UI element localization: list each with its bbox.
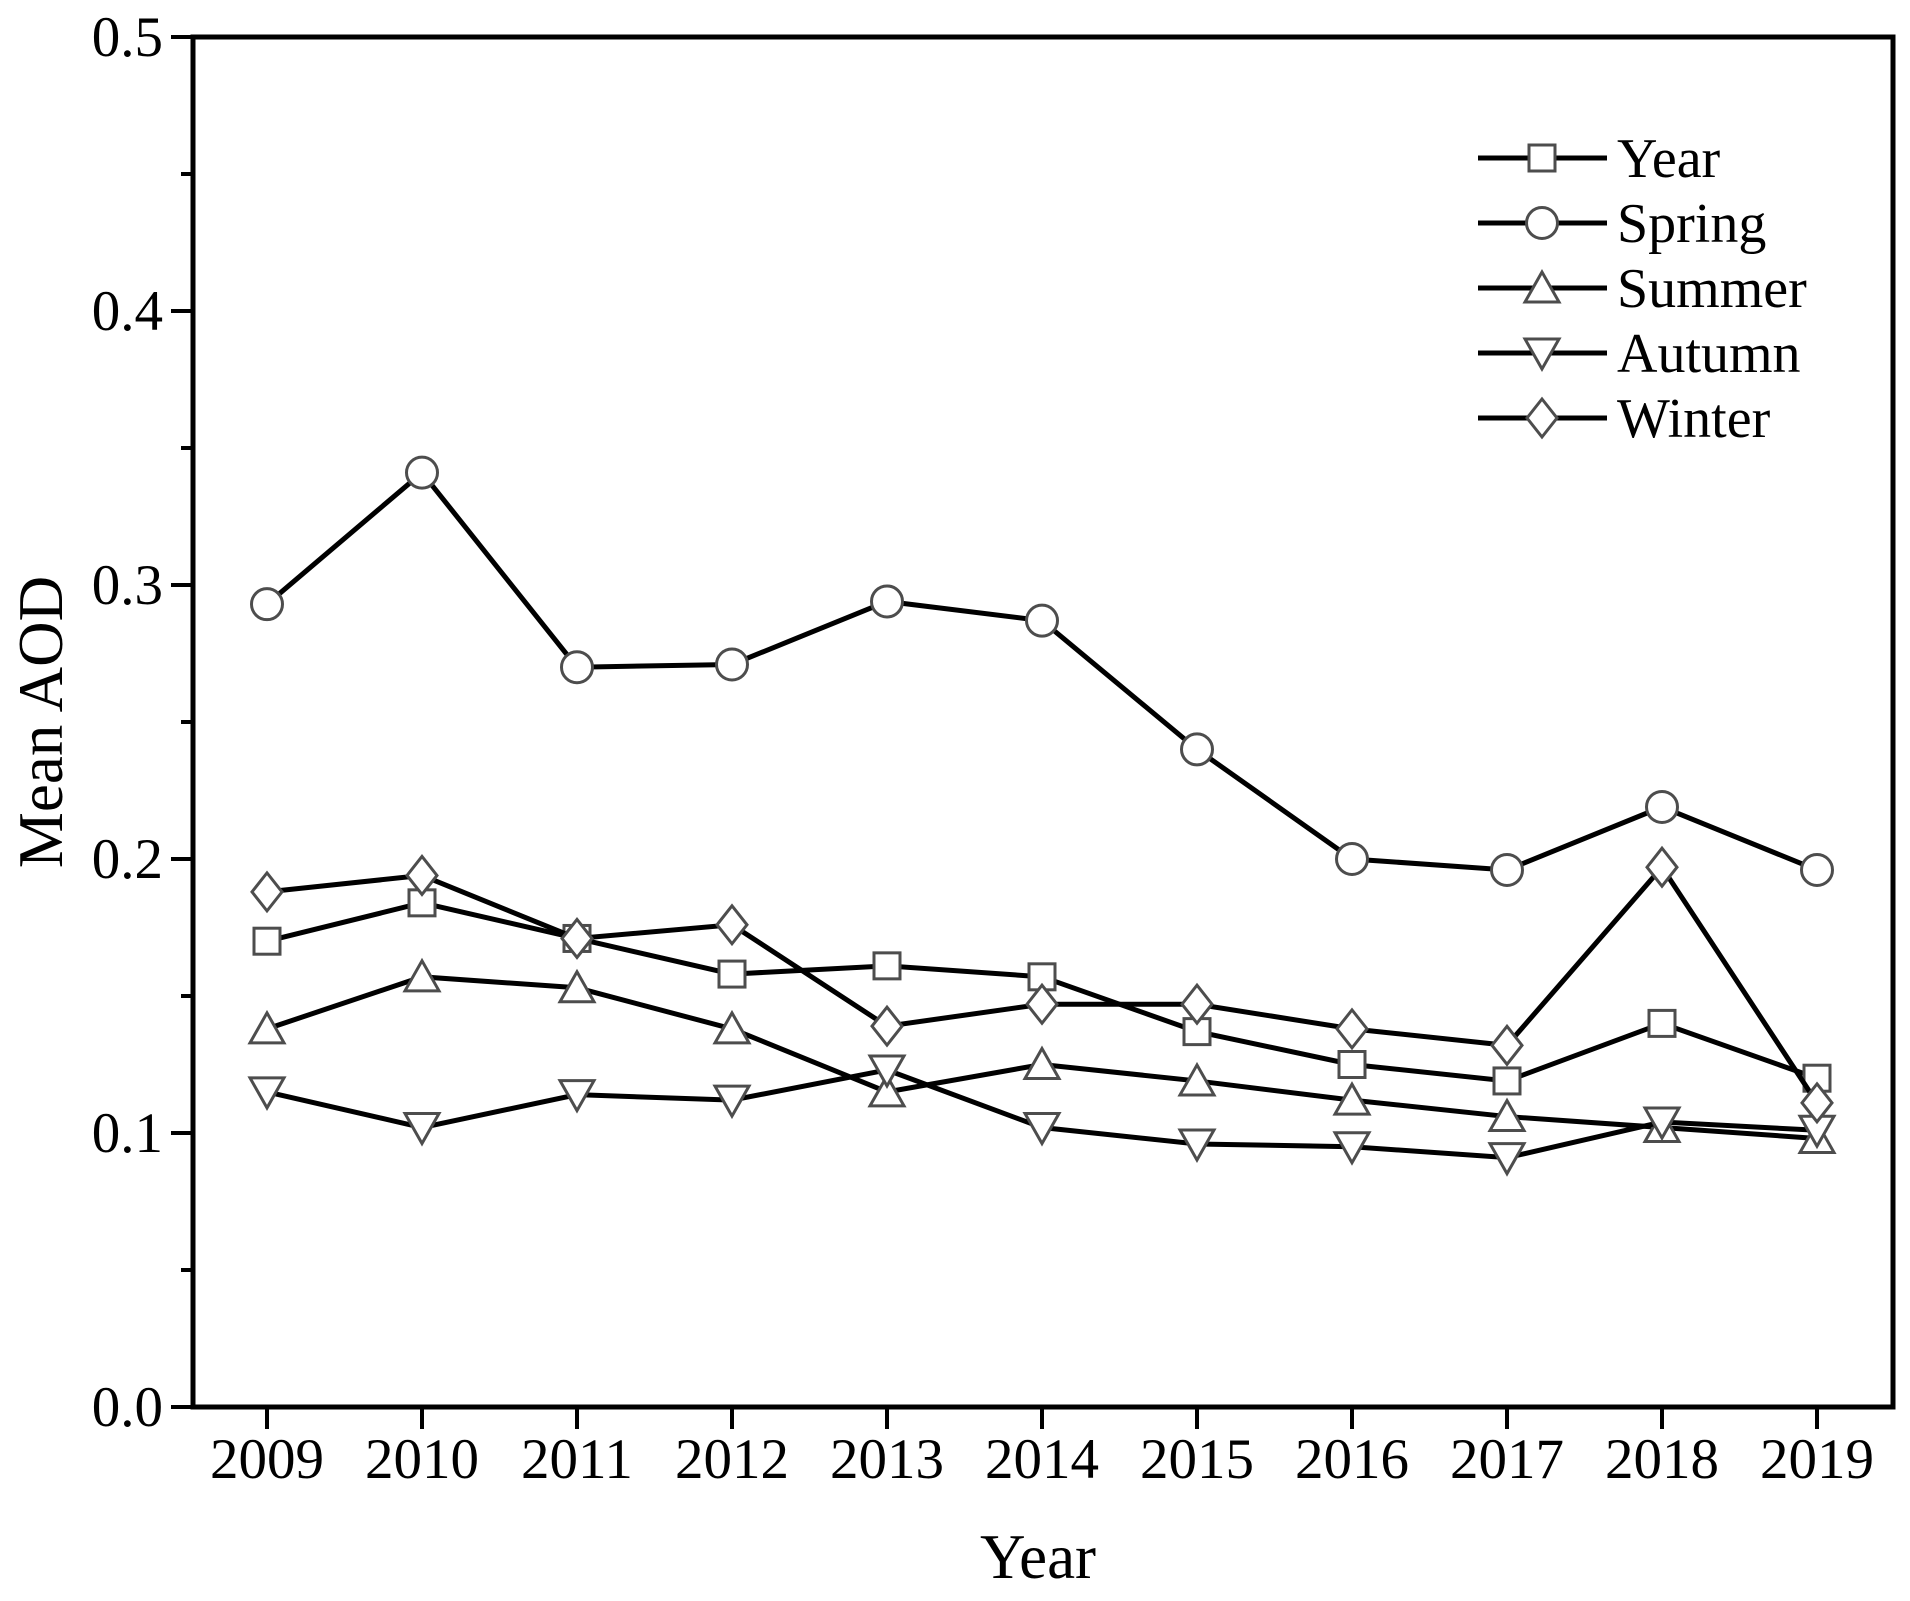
data-point-marker: [405, 854, 439, 897]
y-tick-label: 0.1: [92, 1102, 163, 1165]
data-point-marker: [560, 650, 594, 685]
data-point-marker: [1487, 1142, 1527, 1177]
data-point-marker: [1022, 1112, 1062, 1147]
series-layer: [247, 455, 1837, 1177]
legend-marker-circle: [1525, 206, 1559, 240]
data-point-marker: [1492, 1066, 1522, 1096]
x-tick-label: 2009: [210, 1428, 324, 1491]
data-point-marker: [870, 1004, 904, 1048]
x-tick-label: 2013: [830, 1428, 944, 1491]
data-point-marker: [717, 959, 747, 989]
y-tick-label: 0.3: [92, 554, 163, 617]
data-point-marker: [712, 1084, 752, 1120]
x-tick-label: 2010: [365, 1428, 479, 1491]
data-point-marker: [250, 587, 284, 622]
data-point-marker: [1180, 732, 1214, 767]
y-tick-label: 0.0: [92, 1376, 163, 1439]
legend-entry-summer: Summer: [1478, 258, 1807, 320]
data-point-marker: [870, 584, 904, 619]
legend-label: Winter: [1617, 388, 1771, 450]
legend-label: Autumn: [1617, 323, 1801, 385]
legend-entry-year: Year: [1478, 128, 1721, 190]
series-winter: [250, 845, 1834, 1125]
data-point-marker: [1647, 1008, 1677, 1038]
data-point-marker: [560, 917, 594, 960]
legend-entry-autumn: Autumn: [1478, 323, 1801, 385]
x-tick-label: 2016: [1295, 1428, 1409, 1491]
x-tick-label: 2019: [1760, 1428, 1874, 1491]
data-point-marker: [1335, 842, 1369, 876]
data-point-marker: [715, 903, 749, 947]
axes-layer: 0.0 0.1 0.2 0.3 0.4 0.5 2009 2010 2011 2012 2013 20…: [92, 6, 1896, 1491]
data-point-marker: [1337, 1050, 1367, 1079]
series-line-spring: [265, 469, 1818, 873]
data-point-marker: [405, 455, 439, 490]
x-tick-label: 2018: [1605, 1428, 1719, 1491]
data-point-marker: [1332, 1081, 1372, 1116]
series-autumn: [247, 1054, 1837, 1177]
y-tick-label: 0.4: [92, 280, 163, 343]
data-point-marker: [1177, 1061, 1217, 1097]
legend-marker-triangle-up: [1522, 268, 1562, 304]
data-point-marker: [247, 1009, 287, 1045]
data-point-marker: [557, 968, 597, 1004]
data-point-marker: [1177, 1128, 1217, 1164]
data-point-marker: [712, 1009, 752, 1045]
data-point-marker: [715, 647, 749, 682]
data-point-marker: [867, 1054, 907, 1090]
legend-marker-diamond: [1525, 396, 1559, 440]
legend-marker-triangle-down: [1522, 337, 1562, 373]
data-point-marker: [247, 1076, 287, 1111]
data-point-marker: [1490, 852, 1524, 887]
data-point-marker: [252, 926, 282, 956]
data-point-marker: [1025, 603, 1059, 638]
data-point-marker: [557, 1079, 597, 1114]
data-point-marker: [402, 1112, 442, 1147]
legend-label: Year: [1617, 128, 1721, 190]
data-point-marker: [1642, 1106, 1682, 1142]
data-point-marker: [1022, 1045, 1062, 1080]
x-tick-label: 2015: [1140, 1428, 1254, 1491]
y-tick-label: 0.5: [92, 6, 163, 69]
legend-label: Spring: [1617, 193, 1766, 255]
x-tick-label: 2011: [521, 1428, 633, 1491]
legend-entry-winter: Winter: [1478, 388, 1771, 450]
series-spring: [250, 455, 1834, 887]
data-point-marker: [1487, 1097, 1527, 1133]
data-point-marker: [872, 951, 902, 981]
y-axis-title: Mean AOD: [6, 576, 76, 868]
data-point-marker: [1645, 789, 1679, 824]
data-point-marker: [1800, 852, 1834, 887]
legend-marker-square: [1527, 143, 1557, 173]
data-point-marker: [1025, 982, 1059, 1026]
data-point-marker: [1335, 1007, 1369, 1051]
data-point-marker: [1800, 1081, 1834, 1125]
data-point-marker: [1180, 982, 1214, 1026]
y-tick-label: 0.2: [92, 828, 163, 891]
legend-label: Summer: [1617, 258, 1807, 320]
data-point-marker: [1490, 1023, 1524, 1067]
x-axis-title: Year: [980, 1522, 1096, 1592]
x-tick-label: 2017: [1450, 1428, 1564, 1491]
data-point-marker: [1645, 845, 1679, 889]
data-point-marker: [867, 1072, 907, 1108]
legend-entry-spring: Spring: [1478, 193, 1766, 255]
data-point-marker: [402, 957, 442, 993]
x-tick-label: 2014: [985, 1428, 1099, 1491]
data-point-marker: [1332, 1131, 1372, 1166]
x-tick-label: 2012: [675, 1428, 789, 1491]
data-point-marker: [250, 870, 284, 914]
